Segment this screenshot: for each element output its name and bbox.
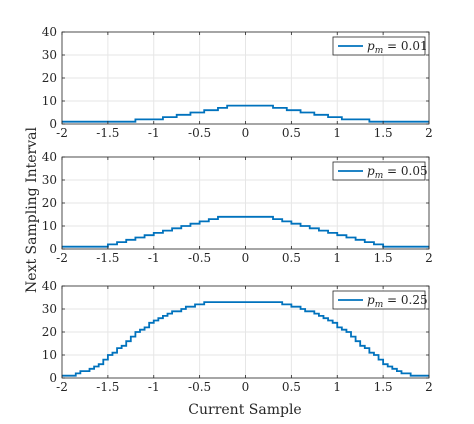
x-tick-label: 0 xyxy=(242,126,250,140)
y-tick-label: 20 xyxy=(42,196,57,210)
legend: pm = 0.05 xyxy=(332,161,428,181)
x-tick-label: 2 xyxy=(425,380,433,394)
y-tick-label: 0 xyxy=(49,242,57,256)
x-tick-label: 0.5 xyxy=(282,251,301,265)
legend-box xyxy=(332,161,426,181)
x-tick-label: 1 xyxy=(333,380,341,394)
y-tick-label: 0 xyxy=(49,117,57,131)
legend: pm = 0.01 xyxy=(332,36,428,56)
y-tick-label: 40 xyxy=(42,25,57,39)
legend-box xyxy=(332,36,426,56)
y-tick-label: 30 xyxy=(42,48,57,62)
legend-box xyxy=(332,290,426,310)
legend-label: pm = 0.01 xyxy=(367,39,428,56)
x-tick-label: -1.5 xyxy=(96,126,119,140)
x-tick-label: -0.5 xyxy=(188,251,211,265)
series-line xyxy=(62,104,429,123)
x-tick-label: 1.5 xyxy=(374,251,393,265)
y-tick-label: 40 xyxy=(42,150,57,164)
x-tick-label: -0.5 xyxy=(188,380,211,394)
y-tick-label: 30 xyxy=(42,302,57,316)
y-tick-label: 20 xyxy=(42,325,57,339)
series-line xyxy=(62,215,429,248)
x-tick-label: -1 xyxy=(148,126,160,140)
x-tick-label: -2 xyxy=(56,251,68,265)
x-tick-label: 1 xyxy=(333,126,341,140)
x-tick-label: 0.5 xyxy=(282,126,301,140)
y-tick-label: 10 xyxy=(42,94,57,108)
x-tick-label: 0.5 xyxy=(282,380,301,394)
y-tick-label: 0 xyxy=(49,371,57,385)
x-tick-label: 1.5 xyxy=(374,126,393,140)
y-tick-label: 40 xyxy=(42,279,57,293)
x-axis-label: Current Sample xyxy=(188,402,301,418)
y-tick-label: 30 xyxy=(42,173,57,187)
y-axis-label: Next Sampling Interval xyxy=(24,127,40,293)
x-tick-label: -1 xyxy=(148,251,160,265)
x-tick-label: -1.5 xyxy=(96,380,119,394)
x-tick-label: 2 xyxy=(425,126,433,140)
x-tick-label: 1.5 xyxy=(374,380,393,394)
x-tick-label: -2 xyxy=(56,126,68,140)
legend-label: pm = 0.25 xyxy=(367,293,428,310)
series-line xyxy=(62,301,429,377)
y-tick-label: 10 xyxy=(42,219,57,233)
x-tick-label: 1 xyxy=(333,251,341,265)
x-tick-label: -0.5 xyxy=(188,126,211,140)
x-tick-label: 0 xyxy=(242,251,250,265)
x-tick-label: -2 xyxy=(56,380,68,394)
legend-label: pm = 0.05 xyxy=(367,164,428,181)
legend: pm = 0.25 xyxy=(332,290,428,310)
x-tick-label: -1.5 xyxy=(96,251,119,265)
x-tick-label: -1 xyxy=(148,380,160,394)
x-tick-label: 2 xyxy=(425,251,433,265)
y-tick-label: 20 xyxy=(42,71,57,85)
x-tick-label: 0 xyxy=(242,380,250,394)
y-tick-label: 10 xyxy=(42,348,57,362)
